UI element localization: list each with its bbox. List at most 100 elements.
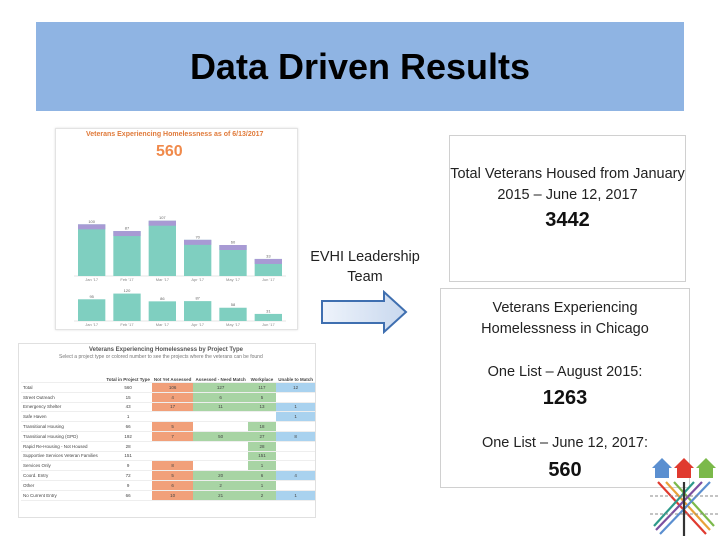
onelist-2017-label: One List – June 12, 2017: bbox=[481, 435, 649, 451]
table-row[interactable]: Rapid Re-Housing - Not Housed 28 28 bbox=[21, 441, 315, 452]
table-cell bbox=[276, 480, 315, 491]
table-cell: 9 bbox=[104, 480, 152, 491]
table-row[interactable]: Safe Haven 1 1 bbox=[21, 411, 315, 423]
experiencing-label: Veterans Experiencing Homelessness in Ch… bbox=[481, 300, 649, 337]
project-type-table: Total in Project Type Not Yet Assessed Ass… bbox=[21, 366, 315, 501]
table-cell: 72 bbox=[104, 470, 152, 481]
chart-data-label: 31 bbox=[266, 308, 271, 313]
table-cell: 6 bbox=[247, 470, 277, 481]
chart-tick-label: Jan '17 bbox=[85, 322, 99, 327]
houses-logo-icon bbox=[650, 458, 718, 536]
chart-bar bbox=[148, 220, 176, 276]
table-row[interactable]: Transitional Housing 66 5 18 bbox=[21, 421, 315, 432]
table-cell: 66 bbox=[104, 490, 152, 501]
table-cell bbox=[151, 441, 194, 452]
table-cell: 5 bbox=[247, 392, 277, 403]
table-cell: Supportive Services Veteran Families bbox=[21, 451, 105, 462]
table-cell: 6 bbox=[151, 480, 194, 491]
table-cell: 1 bbox=[104, 411, 152, 423]
chart-bar bbox=[184, 301, 212, 321]
table-cell: 10 bbox=[151, 490, 194, 501]
chart-bar bbox=[113, 293, 141, 321]
table-title: Veterans Experiencing Homelessness by Pr… bbox=[89, 347, 243, 353]
table-cell: 28 bbox=[104, 441, 152, 452]
chart-data-label: 120 bbox=[124, 288, 131, 293]
table-cell: 1 bbox=[247, 480, 277, 491]
table-row[interactable]: Supportive Services Veteran Families 151 1… bbox=[21, 451, 315, 462]
table-header-cell: Not Yet Assessed bbox=[151, 366, 194, 383]
table-subtitle: Select a project type or colored number … bbox=[59, 354, 263, 360]
table-cell bbox=[193, 460, 248, 472]
chart-bar bbox=[184, 239, 212, 276]
table-row[interactable]: Coord. Entry 72 5 20 6 4 bbox=[21, 470, 315, 481]
table-header-cell: Assessed - Need Match bbox=[193, 366, 248, 383]
chart-bar bbox=[254, 313, 282, 321]
table-row[interactable]: No Current Entry 66 10 21 2 1 bbox=[21, 490, 315, 501]
table-cell: Coord. Entry bbox=[21, 470, 105, 481]
table-cell: 4 bbox=[276, 470, 315, 481]
table-cell: 43 bbox=[104, 402, 152, 413]
chart-tick-label: Jan '17 bbox=[85, 277, 99, 282]
table-cell bbox=[276, 441, 315, 452]
table-row[interactable]: Services Only 9 8 1 bbox=[21, 460, 315, 472]
table-cell: No Current Entry bbox=[21, 490, 105, 501]
table-cell: 27 bbox=[247, 431, 277, 442]
table-cell bbox=[193, 411, 248, 423]
chart-bar-cap bbox=[254, 258, 282, 264]
table-cell: 560 bbox=[104, 382, 152, 393]
chart-data-label: 60 bbox=[231, 240, 236, 245]
table-cell: 15 bbox=[104, 392, 152, 403]
table-row[interactable]: Total 560 106 127 117 12 bbox=[21, 382, 315, 393]
table-cell: 66 bbox=[104, 421, 152, 432]
chart-data-label: 33 bbox=[266, 253, 271, 258]
table-cell: 151 bbox=[247, 451, 277, 462]
table-row[interactable]: Other 9 6 2 1 bbox=[21, 480, 315, 491]
chart-bar bbox=[219, 307, 247, 321]
table-cell: 28 bbox=[247, 441, 277, 452]
table-cell: Rapid Re-Housing - Not Housed bbox=[21, 441, 105, 452]
table-row[interactable]: Emergency Shelter 43 17 11 13 1 bbox=[21, 402, 315, 413]
chart-bar bbox=[113, 231, 141, 276]
table-cell: 8 bbox=[151, 460, 194, 472]
title-banner: Data Driven Results bbox=[36, 22, 684, 111]
table-cell: 6 bbox=[193, 392, 248, 403]
onelist-2017-value: 560 bbox=[548, 459, 582, 481]
chart-bar-cap bbox=[184, 239, 212, 245]
table-cell: 127 bbox=[193, 382, 248, 393]
housed-label: Total Veterans Housed from January 2015 … bbox=[450, 166, 685, 203]
table-cell: 151 bbox=[104, 451, 152, 462]
slide-title: Data Driven Results bbox=[189, 46, 531, 87]
table-cell: Services Only bbox=[21, 460, 105, 472]
chart-tick-label: Mar '17 bbox=[156, 277, 170, 282]
table-cell: 1 bbox=[276, 411, 315, 423]
table-cell: Transitional Housing (GPD) bbox=[21, 431, 105, 442]
chart-bar bbox=[78, 299, 106, 321]
table-cell bbox=[276, 421, 315, 432]
table-cell bbox=[193, 421, 248, 432]
table-row[interactable]: Street Outreach 15 4 6 5 bbox=[21, 392, 315, 403]
table-cell: 11 bbox=[193, 402, 248, 413]
table-header-row: Total in Project Type Not Yet Assessed Ass… bbox=[21, 366, 315, 383]
chart-data-label: 87 bbox=[195, 296, 200, 301]
chart-data-label: 86 bbox=[160, 296, 165, 301]
table-header-cell: Workplace bbox=[247, 366, 277, 383]
table-cell bbox=[276, 451, 315, 462]
table-cell: 5 bbox=[151, 421, 194, 432]
table-row[interactable]: Transitional Housing (GPD) 192 7 50 27 8 bbox=[21, 431, 315, 442]
chart-tick-label: Feb '17 bbox=[120, 322, 134, 327]
table-cell bbox=[276, 460, 315, 472]
chart-bar bbox=[148, 301, 176, 321]
chart-tick-label: Feb '17 bbox=[120, 277, 134, 282]
chart-bar bbox=[219, 245, 247, 276]
chart-bar-cap bbox=[219, 245, 247, 250]
onelist-2015-label: One List – August 2015: bbox=[487, 364, 643, 380]
chart-tick-label: Mar '17 bbox=[156, 322, 170, 327]
onelist-2015-value: 1263 bbox=[542, 387, 588, 409]
table-cell: 21 bbox=[193, 490, 248, 501]
chart-data-label: 87 bbox=[125, 226, 130, 231]
table-header-cell: Total in Project Type bbox=[104, 366, 152, 383]
table-cell: Safe Haven bbox=[21, 411, 105, 423]
table-cell: 117 bbox=[247, 382, 277, 393]
table-header-cell bbox=[21, 366, 105, 383]
chart-tick-label: May '17 bbox=[226, 322, 241, 327]
